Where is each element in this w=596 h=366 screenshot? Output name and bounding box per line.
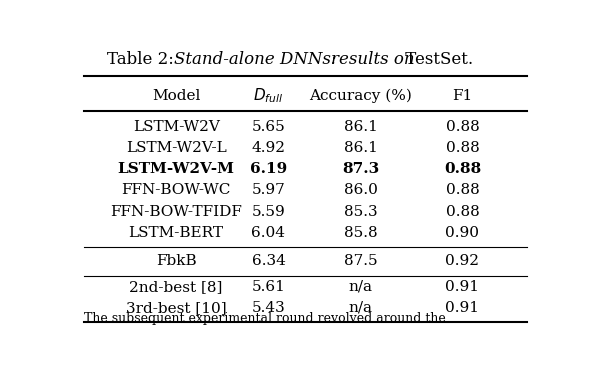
Text: 5.61: 5.61 [252, 280, 285, 294]
Text: LSTM-W2V-L: LSTM-W2V-L [126, 141, 226, 155]
Text: 0.91: 0.91 [445, 280, 480, 294]
Text: 0.88: 0.88 [446, 183, 479, 198]
Text: n/a: n/a [349, 280, 373, 294]
Text: 0.92: 0.92 [445, 254, 480, 269]
Text: 0.88: 0.88 [446, 205, 479, 219]
Text: FbkB: FbkB [156, 254, 197, 269]
Text: LSTM-BERT: LSTM-BERT [129, 226, 224, 240]
Text: 85.3: 85.3 [344, 205, 378, 219]
Text: 0.91: 0.91 [445, 301, 480, 315]
Text: Model: Model [152, 89, 200, 103]
Text: Stand-alone DNNs:: Stand-alone DNNs: [174, 51, 342, 68]
Text: Accuracy (%): Accuracy (%) [309, 89, 412, 103]
Text: 3rd-best [10]: 3rd-best [10] [126, 301, 226, 315]
Text: 0.88: 0.88 [444, 163, 481, 176]
Text: FFN-BOW-WC: FFN-BOW-WC [122, 183, 231, 198]
Text: Table 2:: Table 2: [107, 51, 179, 68]
Text: results on: results on [331, 51, 414, 68]
Text: 0.88: 0.88 [446, 120, 479, 134]
Text: The subsequent experimental round revolved around the: The subsequent experimental round revolv… [83, 312, 445, 325]
Text: TestSet.: TestSet. [400, 51, 473, 68]
Text: F1: F1 [452, 89, 473, 103]
Text: 0.90: 0.90 [445, 226, 480, 240]
Text: 5.65: 5.65 [252, 120, 285, 134]
Text: n/a: n/a [349, 301, 373, 315]
Text: 6.34: 6.34 [252, 254, 285, 269]
Text: 86.0: 86.0 [344, 183, 378, 198]
Text: FFN-BOW-TFIDF: FFN-BOW-TFIDF [110, 205, 242, 219]
Text: 6.04: 6.04 [252, 226, 285, 240]
Text: 5.43: 5.43 [252, 301, 285, 315]
Text: LSTM-W2V-M: LSTM-W2V-M [117, 163, 235, 176]
Text: 86.1: 86.1 [344, 120, 378, 134]
Text: 6.19: 6.19 [250, 163, 287, 176]
Text: 86.1: 86.1 [344, 141, 378, 155]
Text: 0.88: 0.88 [446, 141, 479, 155]
Text: 85.8: 85.8 [344, 226, 378, 240]
Text: 87.5: 87.5 [344, 254, 378, 269]
Text: 5.97: 5.97 [252, 183, 285, 198]
Text: 5.59: 5.59 [252, 205, 285, 219]
Text: 87.3: 87.3 [342, 163, 380, 176]
Text: 2nd-best [8]: 2nd-best [8] [129, 280, 223, 294]
Text: $D_{full}$: $D_{full}$ [253, 87, 284, 105]
Text: LSTM-W2V: LSTM-W2V [133, 120, 219, 134]
Text: 4.92: 4.92 [252, 141, 285, 155]
